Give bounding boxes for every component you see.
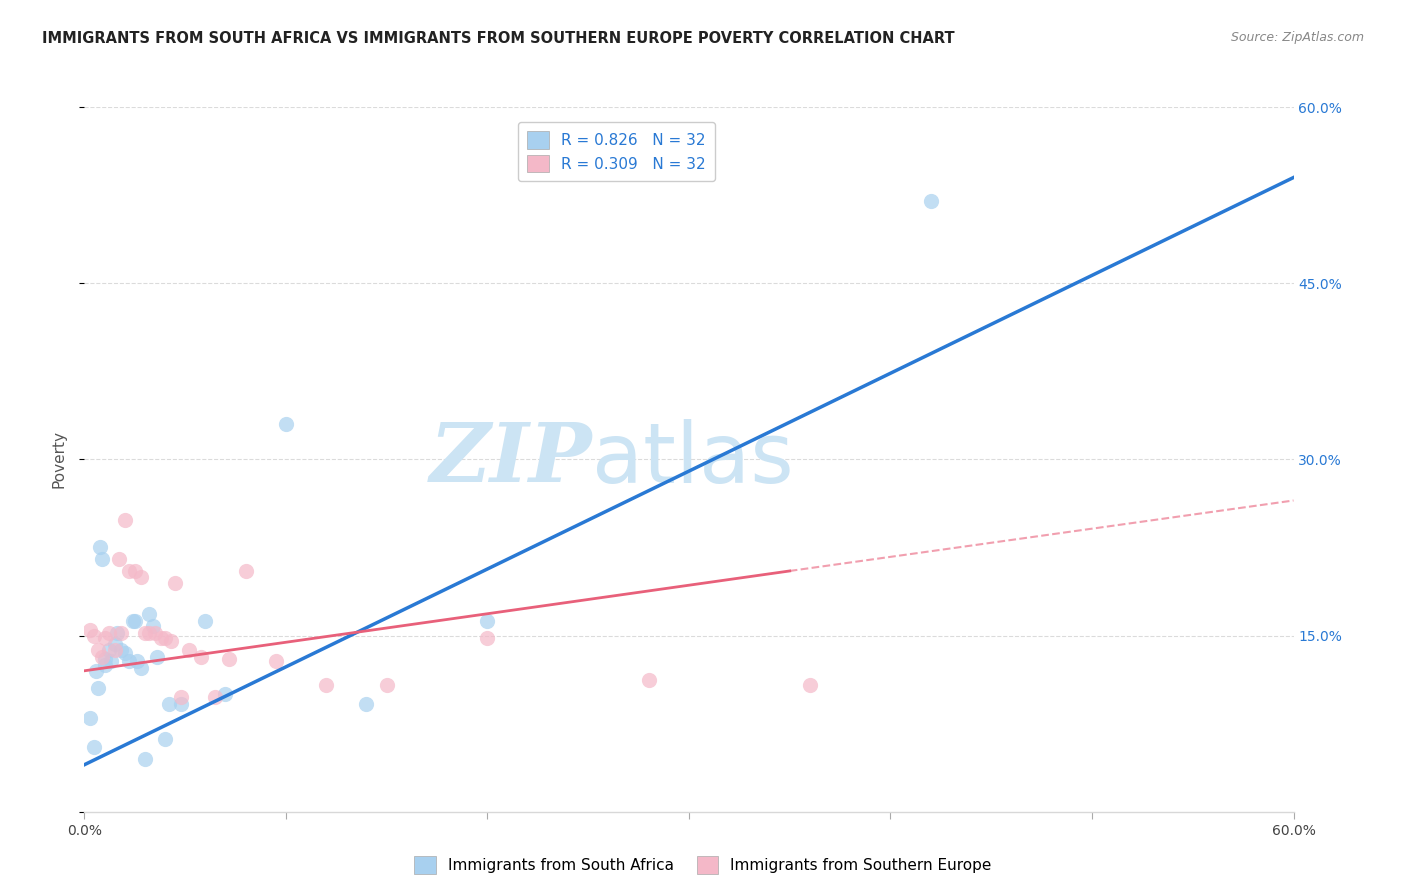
Point (114, 646, 136, 660)
Point (107, 552, 129, 566)
Point (477, 615, 499, 629)
Point (142, 619, 165, 633)
Point (93, 652, 115, 666)
Point (91, 649, 114, 664)
Point (153, 731, 176, 746)
Point (218, 652, 240, 666)
Point (160, 634, 183, 648)
Point (165, 575, 187, 590)
Point (97, 626, 120, 640)
Point (79, 623, 101, 637)
Point (87, 681, 110, 696)
Point (87, 642, 110, 657)
Point (315, 678, 337, 692)
Point (157, 697, 180, 711)
Point (637, 673, 659, 688)
Point (149, 631, 172, 645)
Point (920, 194, 942, 208)
Point (375, 678, 398, 692)
Point (179, 642, 201, 657)
Point (121, 615, 143, 629)
Legend: Immigrants from South Africa, Immigrants from Southern Europe: Immigrants from South Africa, Immigrants… (408, 850, 998, 880)
Point (264, 654, 287, 668)
Point (214, 687, 236, 701)
Point (274, 417, 297, 431)
Point (124, 564, 146, 578)
Point (190, 649, 212, 664)
Point (93, 657, 115, 672)
Point (143, 626, 166, 640)
Point (118, 564, 141, 578)
Point (204, 690, 226, 704)
Y-axis label: Poverty: Poverty (51, 430, 66, 489)
Point (125, 654, 148, 668)
Point (86, 664, 108, 678)
Point (105, 626, 128, 640)
Point (110, 626, 132, 640)
Text: IMMIGRANTS FROM SOUTH AFRICA VS IMMIGRANTS FROM SOUTHERN EUROPE POVERTY CORRELAT: IMMIGRANTS FROM SOUTH AFRICA VS IMMIGRAN… (42, 31, 955, 46)
Point (134, 752, 156, 766)
Text: atlas: atlas (592, 419, 794, 500)
Point (194, 615, 217, 629)
Point (93, 631, 115, 645)
Point (170, 697, 193, 711)
Point (356, 697, 378, 711)
Legend: R = 0.826   N = 32, R = 0.309   N = 32: R = 0.826 N = 32, R = 0.309 N = 32 (517, 121, 714, 181)
Point (118, 654, 141, 668)
Text: Source: ZipAtlas.com: Source: ZipAtlas.com (1230, 31, 1364, 45)
Point (138, 626, 160, 640)
Point (91, 552, 114, 566)
Point (153, 631, 176, 645)
Point (138, 607, 160, 622)
Point (83, 740, 105, 755)
Point (114, 513, 136, 527)
Text: ZIP: ZIP (430, 419, 592, 500)
Point (83, 628, 105, 642)
Point (129, 661, 152, 675)
Point (134, 626, 156, 640)
Point (79, 711, 101, 725)
Point (170, 690, 193, 704)
Point (235, 564, 257, 578)
Point (100, 654, 122, 668)
Point (129, 570, 152, 584)
Point (477, 631, 499, 645)
Point (104, 637, 127, 651)
Point (146, 649, 169, 664)
Point (97, 642, 120, 657)
Point (799, 678, 821, 692)
Point (110, 642, 132, 657)
Point (104, 642, 127, 657)
Point (124, 615, 146, 629)
Point (89, 541, 111, 555)
